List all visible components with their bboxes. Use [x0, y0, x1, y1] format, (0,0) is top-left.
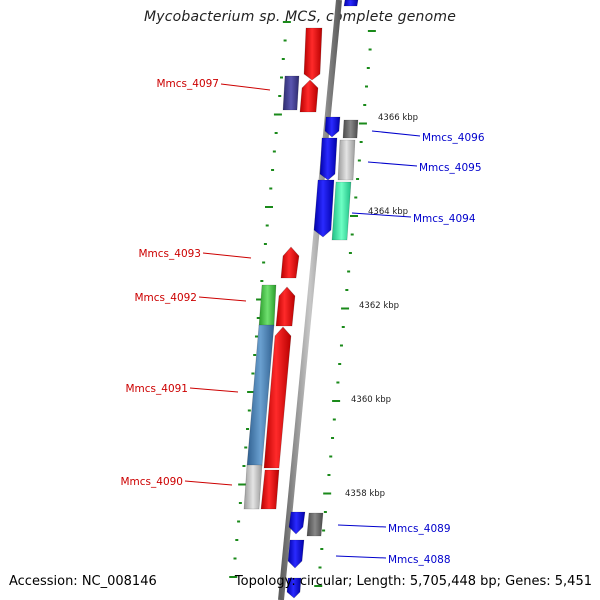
gene-arrow[interactable] — [331, 181, 352, 241]
gene-label[interactable]: Mmcs_4094 — [413, 213, 476, 225]
gene-label[interactable]: Mmcs_4088 — [388, 554, 451, 566]
gene-callout-line — [337, 524, 387, 528]
gene-label[interactable]: Mmcs_4089 — [388, 523, 451, 535]
gene-callout-line — [371, 130, 421, 137]
scale-labels: 4366 kbp 4364 kbp 4362 kbp 4360 kbp 4358 kbp — [345, 113, 418, 499]
gene-arrow[interactable] — [287, 539, 305, 569]
scale-label: 4360 kbp — [351, 395, 391, 405]
gene-callout-line — [220, 83, 271, 91]
gene-label[interactable]: Mmcs_4096 — [422, 132, 485, 144]
accession-label: Accession: NC_008146 — [9, 574, 157, 589]
genome-title: Mycobacterium sp. MCS, complete genome — [143, 9, 457, 25]
gene-arrow[interactable] — [319, 137, 338, 181]
gene-arrow[interactable] — [288, 511, 306, 535]
gene-arrow[interactable] — [282, 75, 300, 111]
gene-arrow[interactable] — [306, 512, 324, 537]
ruler-ticks — [229, 21, 376, 587]
gene-arrow[interactable] — [342, 119, 359, 139]
gene-label[interactable]: Mmcs_4091 — [125, 383, 188, 395]
gene-features — [243, 0, 359, 599]
scale-label: 4362 kbp — [359, 301, 399, 311]
gene-callout-line — [202, 252, 252, 259]
gene-arrow[interactable] — [275, 286, 296, 327]
genome-backbone — [278, 0, 342, 600]
gene-label[interactable]: Mmcs_4095 — [419, 162, 482, 174]
topology-label: Topology: circular; Length: 5,705,448 bp… — [234, 574, 592, 589]
gene-label[interactable]: Mmcs_4093 — [138, 248, 201, 260]
gene-callout-line — [367, 161, 418, 167]
gene-arrow[interactable] — [280, 246, 300, 279]
gene-callouts: Mmcs_4097 Mmcs_4096 Mmcs_4095 Mmcs_4094 Mmcs… — [120, 78, 484, 566]
gene-callout-line — [189, 387, 239, 393]
gene-arrow[interactable] — [263, 326, 292, 469]
gene-callout-line — [184, 480, 233, 486]
scale-label: 4366 kbp — [378, 113, 418, 123]
scale-label: 4364 kbp — [368, 207, 408, 217]
gene-label[interactable]: Mmcs_4097 — [156, 78, 219, 90]
gene-arrow[interactable] — [246, 324, 275, 467]
gene-arrow[interactable] — [299, 79, 319, 113]
gene-arrow[interactable] — [303, 27, 323, 81]
gene-arrow[interactable] — [313, 179, 335, 238]
gene-arrow[interactable] — [258, 284, 277, 327]
gene-label[interactable]: Mmcs_4090 — [120, 476, 183, 488]
gene-arrow[interactable] — [243, 464, 263, 510]
gene-arrow[interactable] — [337, 139, 356, 181]
gene-arrow[interactable] — [260, 469, 280, 510]
scale-label: 4358 kbp — [345, 489, 385, 499]
gene-callout-line — [351, 212, 412, 218]
gene-label[interactable]: Mmcs_4092 — [134, 292, 197, 304]
gene-arrow[interactable] — [286, 577, 302, 599]
gene-callout-line — [198, 296, 247, 302]
gene-arrow[interactable] — [343, 0, 359, 7]
gene-callout-line — [335, 555, 387, 559]
gene-arrow[interactable] — [324, 116, 341, 138]
